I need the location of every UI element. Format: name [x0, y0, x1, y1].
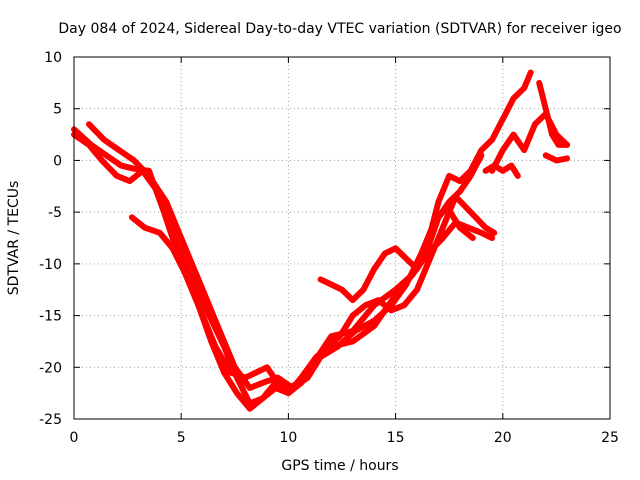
x-tick-label: 15 [387, 430, 405, 446]
y-tick-label: 0 [53, 153, 62, 169]
series-line-track-5 [317, 152, 485, 304]
y-tick-label: -10 [39, 257, 62, 273]
plot-frame [73, 56, 611, 420]
y-axis-label: SDTVAR / TECUs [6, 181, 22, 296]
series-layer [71, 69, 571, 412]
series-line-track-7 [536, 79, 571, 148]
series-line-track-4 [128, 193, 498, 412]
y-tick-label: -5 [48, 205, 62, 221]
series-line-track-3 [86, 121, 476, 391]
chart-title: Day 084 of 2024, Sidereal Day-to-day VTE… [58, 21, 621, 37]
series-line-track-9 [542, 152, 571, 164]
series-line-track-2 [71, 131, 496, 407]
y-tick-label: 10 [44, 50, 62, 66]
tick-layer: 0 5 10 15 20 25 -25 -20 -15 -10 -5 0 5 10 [39, 50, 619, 446]
x-tick-label: 0 [70, 430, 79, 446]
x-tick-label: 20 [494, 430, 512, 446]
series-line-track-6 [489, 110, 571, 174]
series-line-track-8 [482, 162, 521, 179]
grid-layer [74, 57, 610, 419]
x-tick-label: 10 [279, 430, 297, 446]
y-tick-label: -20 [39, 360, 62, 376]
x-tick-label: 5 [177, 430, 186, 446]
y-tick-label: -25 [39, 412, 62, 428]
y-tick-label: 5 [53, 102, 62, 118]
x-tick-label: 25 [601, 430, 619, 446]
x-axis-label: GPS time / hours [281, 458, 398, 474]
y-tick-label: -15 [39, 309, 62, 325]
